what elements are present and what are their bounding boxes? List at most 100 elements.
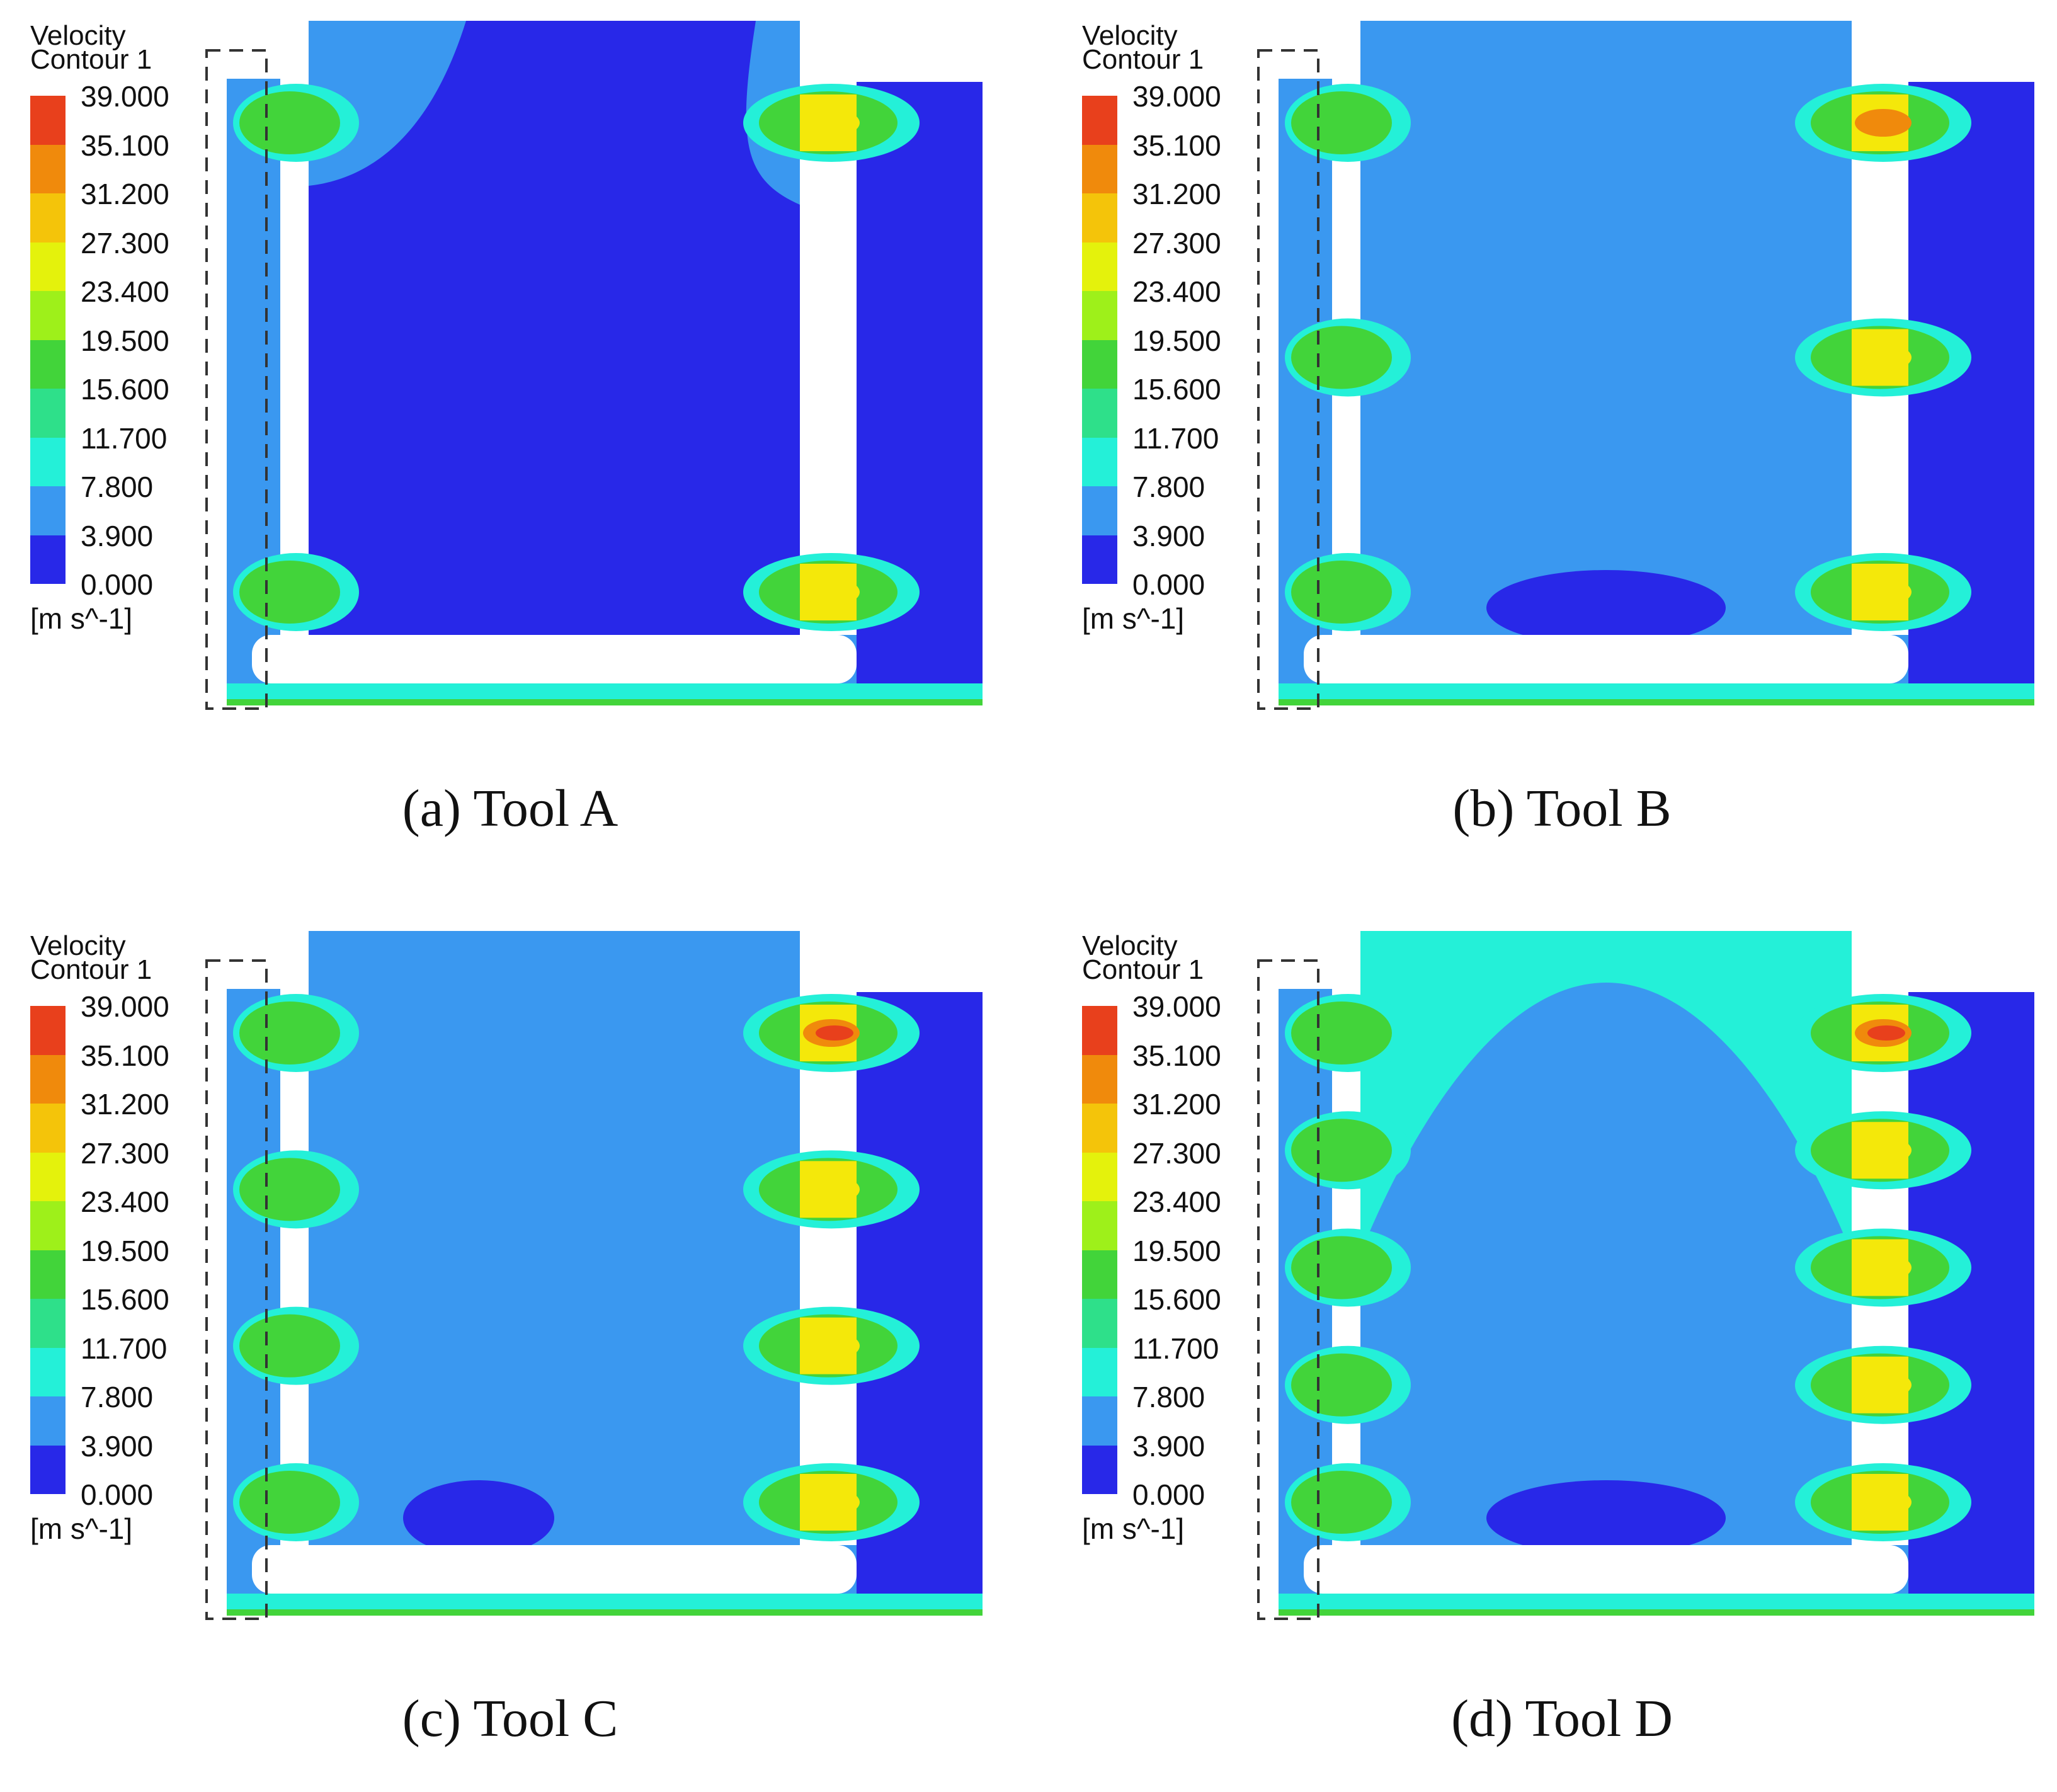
colorbar-step: [30, 1006, 66, 1055]
legend-tick-label: 27.300: [81, 226, 169, 260]
jet-peak: [1855, 109, 1912, 137]
legend-tick-label: 39.000: [81, 80, 169, 113]
panel-d: Velocity Contour 1 39.000 35.100 31.200 27.3…: [1052, 910, 2057, 1792]
legend-colorbar: [30, 96, 66, 584]
jet-max: [816, 1025, 853, 1041]
legend-tick-label: 39.000: [81, 990, 169, 1023]
low-velocity-blob: [1486, 570, 1726, 646]
panel-caption: (d) Tool D: [1451, 1689, 1673, 1748]
colorbar-step: [1082, 437, 1117, 486]
jet-peak: [1855, 1136, 1912, 1165]
colorbar-step: [1082, 535, 1117, 584]
jet-peak: [1855, 1488, 1912, 1516]
legend-tick-label: 19.500: [1132, 1234, 1221, 1267]
legend-tick-label: 7.800: [1132, 1381, 1205, 1413]
jet-peak: [803, 578, 860, 606]
port-jet-core: [1332, 1122, 1360, 1179]
colorbar-step: [30, 1152, 66, 1201]
legend-tick-label: 3.900: [1132, 1429, 1205, 1463]
legend-tick-label: 35.100: [1132, 128, 1221, 162]
legend-title: Velocity Contour 1: [1082, 20, 1204, 75]
legend-tick-label: 39.000: [1132, 80, 1221, 113]
port-jet-core: [1332, 1005, 1360, 1061]
colorbar-step: [1082, 1104, 1117, 1153]
port-jet-core: [280, 1474, 309, 1531]
port-jet-core: [280, 564, 309, 620]
legend-tick-label: 23.400: [1132, 275, 1221, 308]
low-velocity-blob: [403, 1480, 554, 1556]
port-jet-core: [280, 1005, 309, 1061]
colorbar-step: [1082, 193, 1117, 243]
legend-title: Velocity Contour 1: [30, 930, 152, 985]
colorbar-step: [1082, 389, 1117, 438]
port-jet-core: [1332, 329, 1360, 386]
jet-peak: [1855, 578, 1912, 606]
colorbar-step: [30, 1396, 66, 1446]
upper-high-velocity-region: [1360, 931, 1852, 1253]
legend-unit: [m s^-1]: [1082, 602, 1185, 635]
colorbar-step: [1082, 242, 1117, 291]
legend-tick-label: 0.000: [81, 568, 154, 601]
legend-unit: [m s^-1]: [30, 1512, 133, 1545]
port-jet-core: [1332, 1356, 1360, 1413]
legend-unit: [m s^-1]: [30, 602, 133, 635]
panel-caption: (a) Tool A: [402, 779, 618, 838]
colorbar-step: [1082, 340, 1117, 389]
legend-tick-label: 11.700: [81, 1332, 168, 1365]
port-jet-core: [1332, 1239, 1360, 1296]
port-jet-core: [280, 1317, 309, 1374]
jet-peak: [1855, 1371, 1912, 1399]
legend-tick-label: 15.600: [81, 373, 169, 406]
bottom-wall-jet: [1279, 1609, 2034, 1616]
bottom-wall-jet: [1279, 699, 2034, 705]
legend-tick-label: 19.500: [81, 324, 169, 357]
port-jet-core: [280, 1161, 309, 1218]
cavity-field: [1360, 21, 1852, 635]
bottom-wall: [252, 1545, 857, 1594]
legend-tick-label: 15.600: [1132, 373, 1221, 406]
colorbar-step: [30, 389, 66, 438]
panel-caption: (b) Tool B: [1452, 779, 1672, 838]
panel-caption: (c) Tool C: [402, 1689, 618, 1748]
velocity-contour-plot: [205, 21, 983, 710]
colorbar-step: [30, 1054, 66, 1104]
legend-tick-label: 7.800: [81, 471, 154, 503]
bottom-wall: [1304, 635, 1908, 683]
port-jet-core: [1332, 94, 1360, 151]
colorbar-step: [30, 437, 66, 486]
colorbar-step: [1082, 96, 1117, 145]
colorbar-step: [1082, 1347, 1117, 1396]
jet-peak: [803, 1332, 860, 1360]
inlet-highlight-box: [205, 959, 268, 1620]
inlet-highlight-box: [1257, 49, 1319, 710]
colorbar-step: [1082, 486, 1117, 535]
colorbar-step: [1082, 144, 1117, 193]
colorbar-step: [1082, 1445, 1117, 1494]
legend-tick-label: 23.400: [81, 275, 169, 308]
panel-a: Velocity Contour 1 39.000 35.100 31.200 27.3…: [0, 0, 1020, 882]
jet-peak: [803, 109, 860, 137]
low-velocity-blob: [1486, 1480, 1726, 1556]
jet-peak: [1855, 1253, 1912, 1282]
colorbar-step: [1082, 291, 1117, 340]
colorbar-step: [1082, 1396, 1117, 1446]
bottom-wall: [1304, 1545, 1908, 1594]
legend-tick-label: 0.000: [1132, 568, 1205, 601]
legend-tick-label: 7.800: [1132, 471, 1205, 503]
legend-tick-label: 27.300: [81, 1136, 169, 1170]
colorbar-step: [30, 1299, 66, 1348]
port-jet-core: [280, 94, 309, 151]
legend-colorbar: [30, 1006, 66, 1494]
legend-tick-label: 27.300: [1132, 1136, 1221, 1170]
colorbar-step: [30, 291, 66, 340]
colorbar-step: [30, 1201, 66, 1250]
bottom-wall-jet: [227, 699, 983, 705]
colorbar-step: [1082, 1006, 1117, 1055]
legend-title: Velocity Contour 1: [30, 20, 152, 75]
legend-tick-label: 0.000: [81, 1478, 154, 1511]
colorbar-step: [1082, 1054, 1117, 1104]
inlet-highlight-box: [1257, 959, 1319, 1620]
legend-tick-label: 0.000: [1132, 1478, 1205, 1511]
panel-c: Velocity Contour 1 39.000 35.100 31.200 27.3…: [0, 910, 1020, 1792]
legend-tick-label: 35.100: [81, 1039, 169, 1072]
